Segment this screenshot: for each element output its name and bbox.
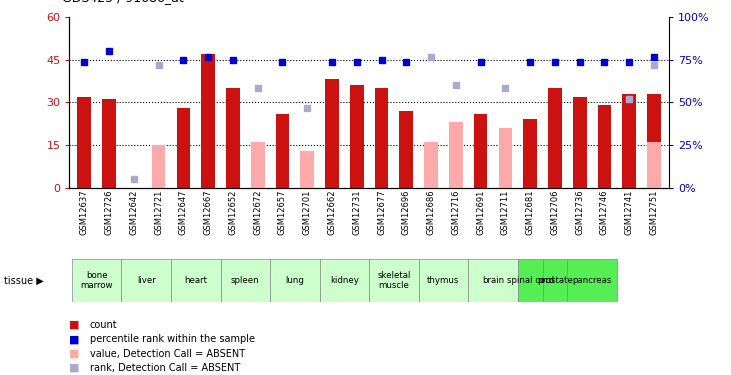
Text: prostate: prostate (537, 276, 573, 285)
Text: GSM12736: GSM12736 (575, 190, 584, 235)
Text: GSM12731: GSM12731 (352, 190, 361, 235)
Bar (350, 85, 363, 188)
Text: tissue ▶: tissue ▶ (4, 275, 43, 285)
Bar (369, 259, 419, 302)
Text: percentile rank within the sample: percentile rank within the sample (90, 334, 255, 344)
Bar (474, 114, 488, 188)
Text: GSM12696: GSM12696 (402, 190, 411, 235)
Text: rank, Detection Call = ABSENT: rank, Detection Call = ABSENT (90, 363, 240, 373)
Text: liver: liver (137, 276, 156, 285)
Bar (598, 105, 611, 188)
Bar (276, 114, 289, 188)
Text: pancreas: pancreas (572, 276, 612, 285)
Text: GSM12681: GSM12681 (526, 190, 534, 235)
Bar (270, 259, 319, 302)
Text: count: count (90, 320, 118, 330)
Bar (469, 259, 518, 302)
Bar (77, 96, 91, 188)
Bar (567, 259, 617, 302)
Text: thymus: thymus (428, 276, 460, 285)
Bar (121, 259, 171, 302)
Text: GSM12637: GSM12637 (80, 190, 88, 235)
Text: GDS425 / 91686_at: GDS425 / 91686_at (62, 0, 184, 4)
Bar (499, 128, 512, 188)
Text: ■: ■ (69, 363, 80, 373)
Bar (300, 150, 314, 188)
Text: ■: ■ (69, 349, 80, 358)
Text: GSM12662: GSM12662 (327, 190, 336, 235)
Bar (177, 108, 190, 188)
Text: GSM12657: GSM12657 (278, 190, 287, 235)
Bar (201, 54, 215, 188)
Bar (573, 96, 586, 188)
Text: value, Detection Call = ABSENT: value, Detection Call = ABSENT (90, 349, 245, 358)
Bar (375, 88, 388, 188)
Text: brain: brain (482, 276, 504, 285)
Text: heart: heart (184, 276, 208, 285)
Bar (424, 142, 438, 188)
Bar (319, 259, 369, 302)
Bar (251, 142, 265, 188)
Text: GSM12701: GSM12701 (303, 190, 311, 235)
Text: kidney: kidney (330, 276, 359, 285)
Bar (518, 259, 542, 302)
Text: GSM12667: GSM12667 (204, 190, 213, 235)
Text: GSM12672: GSM12672 (253, 190, 262, 235)
Text: GSM12677: GSM12677 (377, 190, 386, 235)
Text: GSM12751: GSM12751 (650, 190, 659, 235)
Text: spinal cord: spinal cord (507, 276, 553, 285)
Text: bone
marrow: bone marrow (80, 271, 113, 290)
Bar (548, 88, 561, 188)
Bar (647, 94, 661, 188)
Text: ■: ■ (69, 320, 80, 330)
Text: GSM12642: GSM12642 (129, 190, 138, 235)
Text: GSM12647: GSM12647 (179, 190, 188, 235)
Bar (622, 94, 636, 188)
Bar (449, 122, 463, 188)
Text: GSM12716: GSM12716 (451, 190, 461, 235)
Bar (221, 259, 270, 302)
Text: GSM12711: GSM12711 (501, 190, 510, 235)
Text: GSM12741: GSM12741 (625, 190, 634, 235)
Text: GSM12706: GSM12706 (550, 190, 559, 235)
Text: skeletal
muscle: skeletal muscle (377, 271, 411, 290)
Bar (419, 259, 469, 302)
Bar (152, 145, 165, 188)
Bar (226, 88, 240, 188)
Bar (542, 259, 567, 302)
Bar (523, 119, 537, 188)
Bar (171, 259, 221, 302)
Text: GSM12746: GSM12746 (600, 190, 609, 235)
Bar (102, 99, 116, 188)
Text: lung: lung (285, 276, 304, 285)
Text: ■: ■ (69, 334, 80, 344)
Text: spleen: spleen (231, 276, 260, 285)
Text: GSM12686: GSM12686 (427, 190, 436, 235)
Bar (325, 80, 338, 188)
Text: GSM12721: GSM12721 (154, 190, 163, 235)
Bar (72, 259, 121, 302)
Bar (647, 142, 661, 188)
Bar (400, 111, 413, 188)
Text: GSM12726: GSM12726 (105, 190, 113, 235)
Text: GSM12652: GSM12652 (228, 190, 238, 235)
Text: GSM12691: GSM12691 (476, 190, 485, 235)
